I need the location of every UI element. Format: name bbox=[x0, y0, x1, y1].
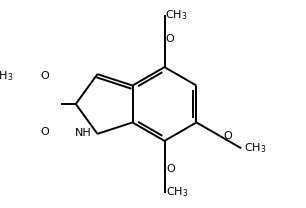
Text: O: O bbox=[40, 71, 49, 81]
Text: CH$_3$: CH$_3$ bbox=[244, 141, 267, 155]
Text: NH: NH bbox=[75, 128, 92, 138]
Text: O: O bbox=[166, 163, 175, 173]
Text: O: O bbox=[165, 35, 174, 45]
Text: CH$_3$: CH$_3$ bbox=[165, 9, 188, 22]
Text: O: O bbox=[40, 127, 49, 137]
Text: CH$_3$: CH$_3$ bbox=[0, 69, 14, 83]
Text: O: O bbox=[223, 131, 232, 141]
Text: CH$_3$: CH$_3$ bbox=[166, 186, 189, 199]
